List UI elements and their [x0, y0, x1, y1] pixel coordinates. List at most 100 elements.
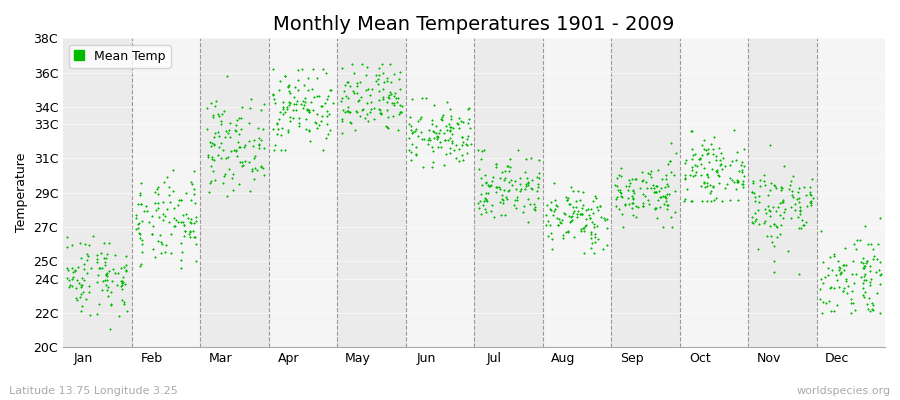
Point: [736, 180, 751, 187]
Point: [387, 100, 401, 106]
Point: [858, 223, 872, 230]
Point: [661, 202, 675, 208]
Point: [699, 170, 714, 177]
Point: [583, 231, 598, 237]
Point: [684, 167, 698, 173]
Point: [641, 170, 655, 176]
Point: [270, 120, 284, 127]
Point: [663, 169, 678, 176]
Point: [101, 293, 115, 299]
Point: [853, 259, 868, 266]
Point: [213, 140, 228, 146]
Point: [817, 274, 832, 280]
Point: [614, 164, 628, 171]
Point: [648, 205, 662, 212]
Point: [653, 194, 668, 200]
Point: [346, 88, 360, 94]
Point: [116, 264, 130, 270]
Point: [518, 169, 532, 176]
Point: [495, 196, 509, 202]
Point: [440, 99, 454, 106]
Point: [656, 224, 670, 230]
Point: [428, 130, 443, 136]
Point: [639, 179, 653, 185]
Point: [706, 151, 721, 157]
Point: [359, 100, 374, 106]
Point: [709, 157, 724, 164]
Point: [336, 107, 350, 114]
Point: [242, 159, 256, 166]
Point: [752, 198, 767, 205]
Point: [292, 114, 306, 121]
Point: [518, 203, 532, 210]
Point: [756, 172, 770, 178]
Point: [406, 129, 420, 136]
Point: [417, 135, 431, 142]
Point: [616, 224, 630, 230]
Point: [390, 99, 404, 105]
Point: [585, 219, 599, 226]
Point: [649, 205, 663, 212]
Bar: [268, 38, 337, 347]
Point: [819, 300, 833, 306]
Point: [373, 109, 387, 116]
Point: [353, 113, 367, 120]
Point: [188, 213, 202, 220]
Point: [75, 275, 89, 281]
Point: [615, 210, 629, 217]
Point: [146, 246, 160, 252]
Point: [456, 157, 471, 164]
Point: [482, 183, 497, 190]
Point: [133, 192, 148, 198]
Point: [158, 212, 173, 219]
Point: [290, 98, 304, 104]
Point: [98, 259, 112, 266]
Point: [211, 129, 225, 135]
Point: [790, 196, 805, 202]
Point: [707, 197, 722, 204]
Point: [699, 198, 714, 204]
Point: [435, 117, 449, 124]
Point: [577, 228, 591, 234]
Point: [90, 279, 104, 285]
Point: [141, 219, 156, 226]
Point: [862, 308, 877, 314]
Point: [509, 196, 524, 203]
Point: [609, 202, 624, 209]
Point: [562, 201, 577, 208]
Point: [270, 126, 284, 132]
Point: [65, 276, 79, 282]
Point: [823, 285, 837, 292]
Point: [566, 204, 580, 210]
Point: [772, 212, 787, 218]
Point: [660, 206, 674, 212]
Point: [294, 100, 309, 107]
Point: [475, 201, 490, 208]
Point: [295, 105, 310, 112]
Point: [277, 73, 292, 79]
Point: [497, 177, 511, 184]
Point: [799, 218, 814, 225]
Point: [381, 114, 395, 120]
Point: [314, 103, 328, 109]
Point: [680, 157, 694, 164]
Point: [243, 188, 257, 194]
Point: [387, 71, 401, 78]
Point: [114, 265, 129, 272]
Point: [561, 195, 575, 202]
Point: [186, 191, 201, 197]
Point: [723, 162, 737, 168]
Y-axis label: Temperature: Temperature: [15, 153, 28, 232]
Point: [844, 310, 859, 316]
Point: [364, 105, 378, 112]
Point: [409, 150, 423, 157]
Point: [813, 296, 827, 302]
Point: [76, 277, 91, 283]
Point: [335, 130, 349, 136]
Point: [846, 300, 860, 306]
Point: [202, 189, 216, 195]
Point: [230, 116, 244, 123]
Point: [510, 147, 525, 153]
Point: [654, 176, 669, 182]
Point: [562, 201, 576, 208]
